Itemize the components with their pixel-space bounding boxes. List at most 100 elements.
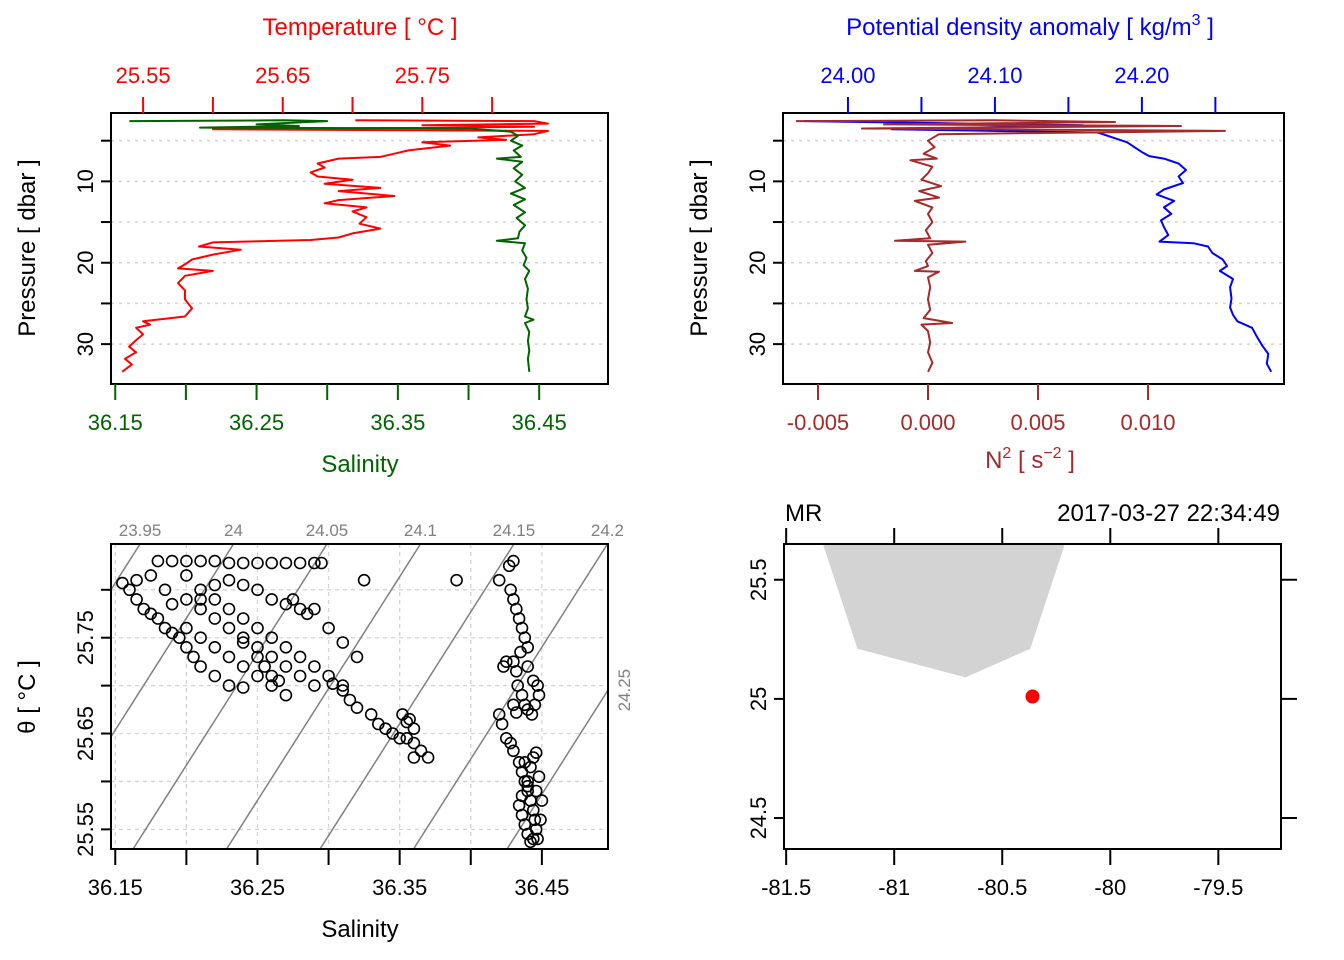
ts-point [236,636,250,649]
ts-point [507,698,520,712]
ts-point [165,597,179,611]
salinity-axis-title: Salinity [321,916,398,943]
land-polygon [822,544,1065,678]
ts-point [529,746,543,760]
ts-point [151,554,165,568]
ts-point [393,731,407,745]
pressure-axis-title: Pressure [ dbar ] [14,159,41,336]
ts-point [293,650,307,664]
ts-point [279,556,293,570]
ts-point [308,679,321,692]
map-frame [783,543,1282,850]
ts-point [265,631,279,645]
theta-axis: 25.55 25.65 25.75 [73,588,111,857]
ts-point [343,693,357,707]
ts-point [515,789,529,803]
ts-point [308,602,321,616]
ts-point [180,621,193,635]
ts-point [208,593,222,606]
ts-points [116,554,549,849]
ts-point [524,835,537,849]
ts-point [272,674,286,688]
ts-point [492,573,506,587]
ts-point [308,556,321,570]
top-tick-label: 25.65 [255,63,310,88]
bottom-tick-label: 0.010 [1120,410,1175,435]
ts-point [529,784,543,798]
salinity-axis: 36.15 36.25 36.35 36.45 [88,849,569,900]
ts-point [526,674,540,688]
ts-point [357,573,371,587]
ts-point [251,556,264,570]
pressure-axis: 10 20 30 [745,139,783,356]
isopycnal-label: 24 [224,521,243,540]
temperature-axis-title: Temperature [ °C ] [263,14,458,41]
ts-point [265,650,279,664]
ts-point [265,556,279,570]
y-tick-label: 30 [745,332,770,356]
ts-point [194,583,207,597]
pressure-axis-title: Pressure [ dbar ] [686,159,713,336]
isopycnal-label: 24.05 [306,521,349,540]
ts-point [222,573,236,587]
isopycnal-line [132,544,328,849]
ts-point [293,669,307,683]
y-tick-label: 10 [745,169,770,193]
isopycnal-label: 24.1 [404,521,437,540]
density-axis: 24.00 24.10 24.20 [820,63,1217,113]
ts-point [194,631,207,645]
y-tick-label: 20 [73,250,98,274]
ts-point [495,717,509,731]
top-tick-label: 25.55 [116,63,171,88]
ts-point [251,650,264,664]
ts-point [414,744,428,758]
ts-point [279,688,293,702]
map-title-left: MR [785,500,822,527]
map-axes: -81.5 -81 -80.5 -80 -79.5 24.5 25 25.5 [746,528,1297,900]
ts-point [208,554,222,568]
isopycnal-label: 24.25 [615,669,634,712]
ts-point [407,736,421,750]
ts-point [532,688,546,702]
ts-point [222,679,236,692]
x-tick-label: 36.15 [88,875,143,900]
x-tick-label: -80 [1094,875,1126,900]
ts-point [350,701,364,715]
isopycnal-label: 24.2 [591,521,624,540]
x-tick-label: 36.25 [230,875,285,900]
pressure-grid [783,139,1284,345]
station-marker[interactable] [1025,689,1040,704]
ts-point [187,650,200,664]
ts-point [450,573,463,587]
ts-point [236,612,250,625]
ts-point [509,706,523,719]
ts-point [509,664,523,678]
ts-point [251,640,264,654]
ts-point [158,583,172,597]
ts-point [194,660,207,673]
ts-point [526,803,540,817]
ts-point [116,576,129,590]
x-tick-label: -81 [878,875,910,900]
y-tick-label: 25.5 [746,558,771,601]
ts-point [236,556,250,570]
ts-point [336,684,350,697]
ts-point [336,636,350,649]
ts-point [407,722,421,736]
isopycnal-line [225,544,422,849]
ts-point [236,681,250,694]
ts-point [180,569,193,582]
ts-point [208,612,222,625]
isopycnal-line [111,544,141,592]
ts-point [236,578,250,592]
y-tick-label: 25.55 [73,802,98,857]
ts-point [507,744,520,758]
isopycnal-line [412,544,608,849]
ts-point [144,569,158,582]
ts-point [504,736,517,750]
ts-point [286,593,300,606]
ts-point [222,621,236,635]
panel-profile-ts: 25.55 25.65 25.75 36.15 36.25 36.35 36.45 10 2… [14,14,609,478]
ts-point [521,660,535,673]
ts-point [279,660,293,673]
